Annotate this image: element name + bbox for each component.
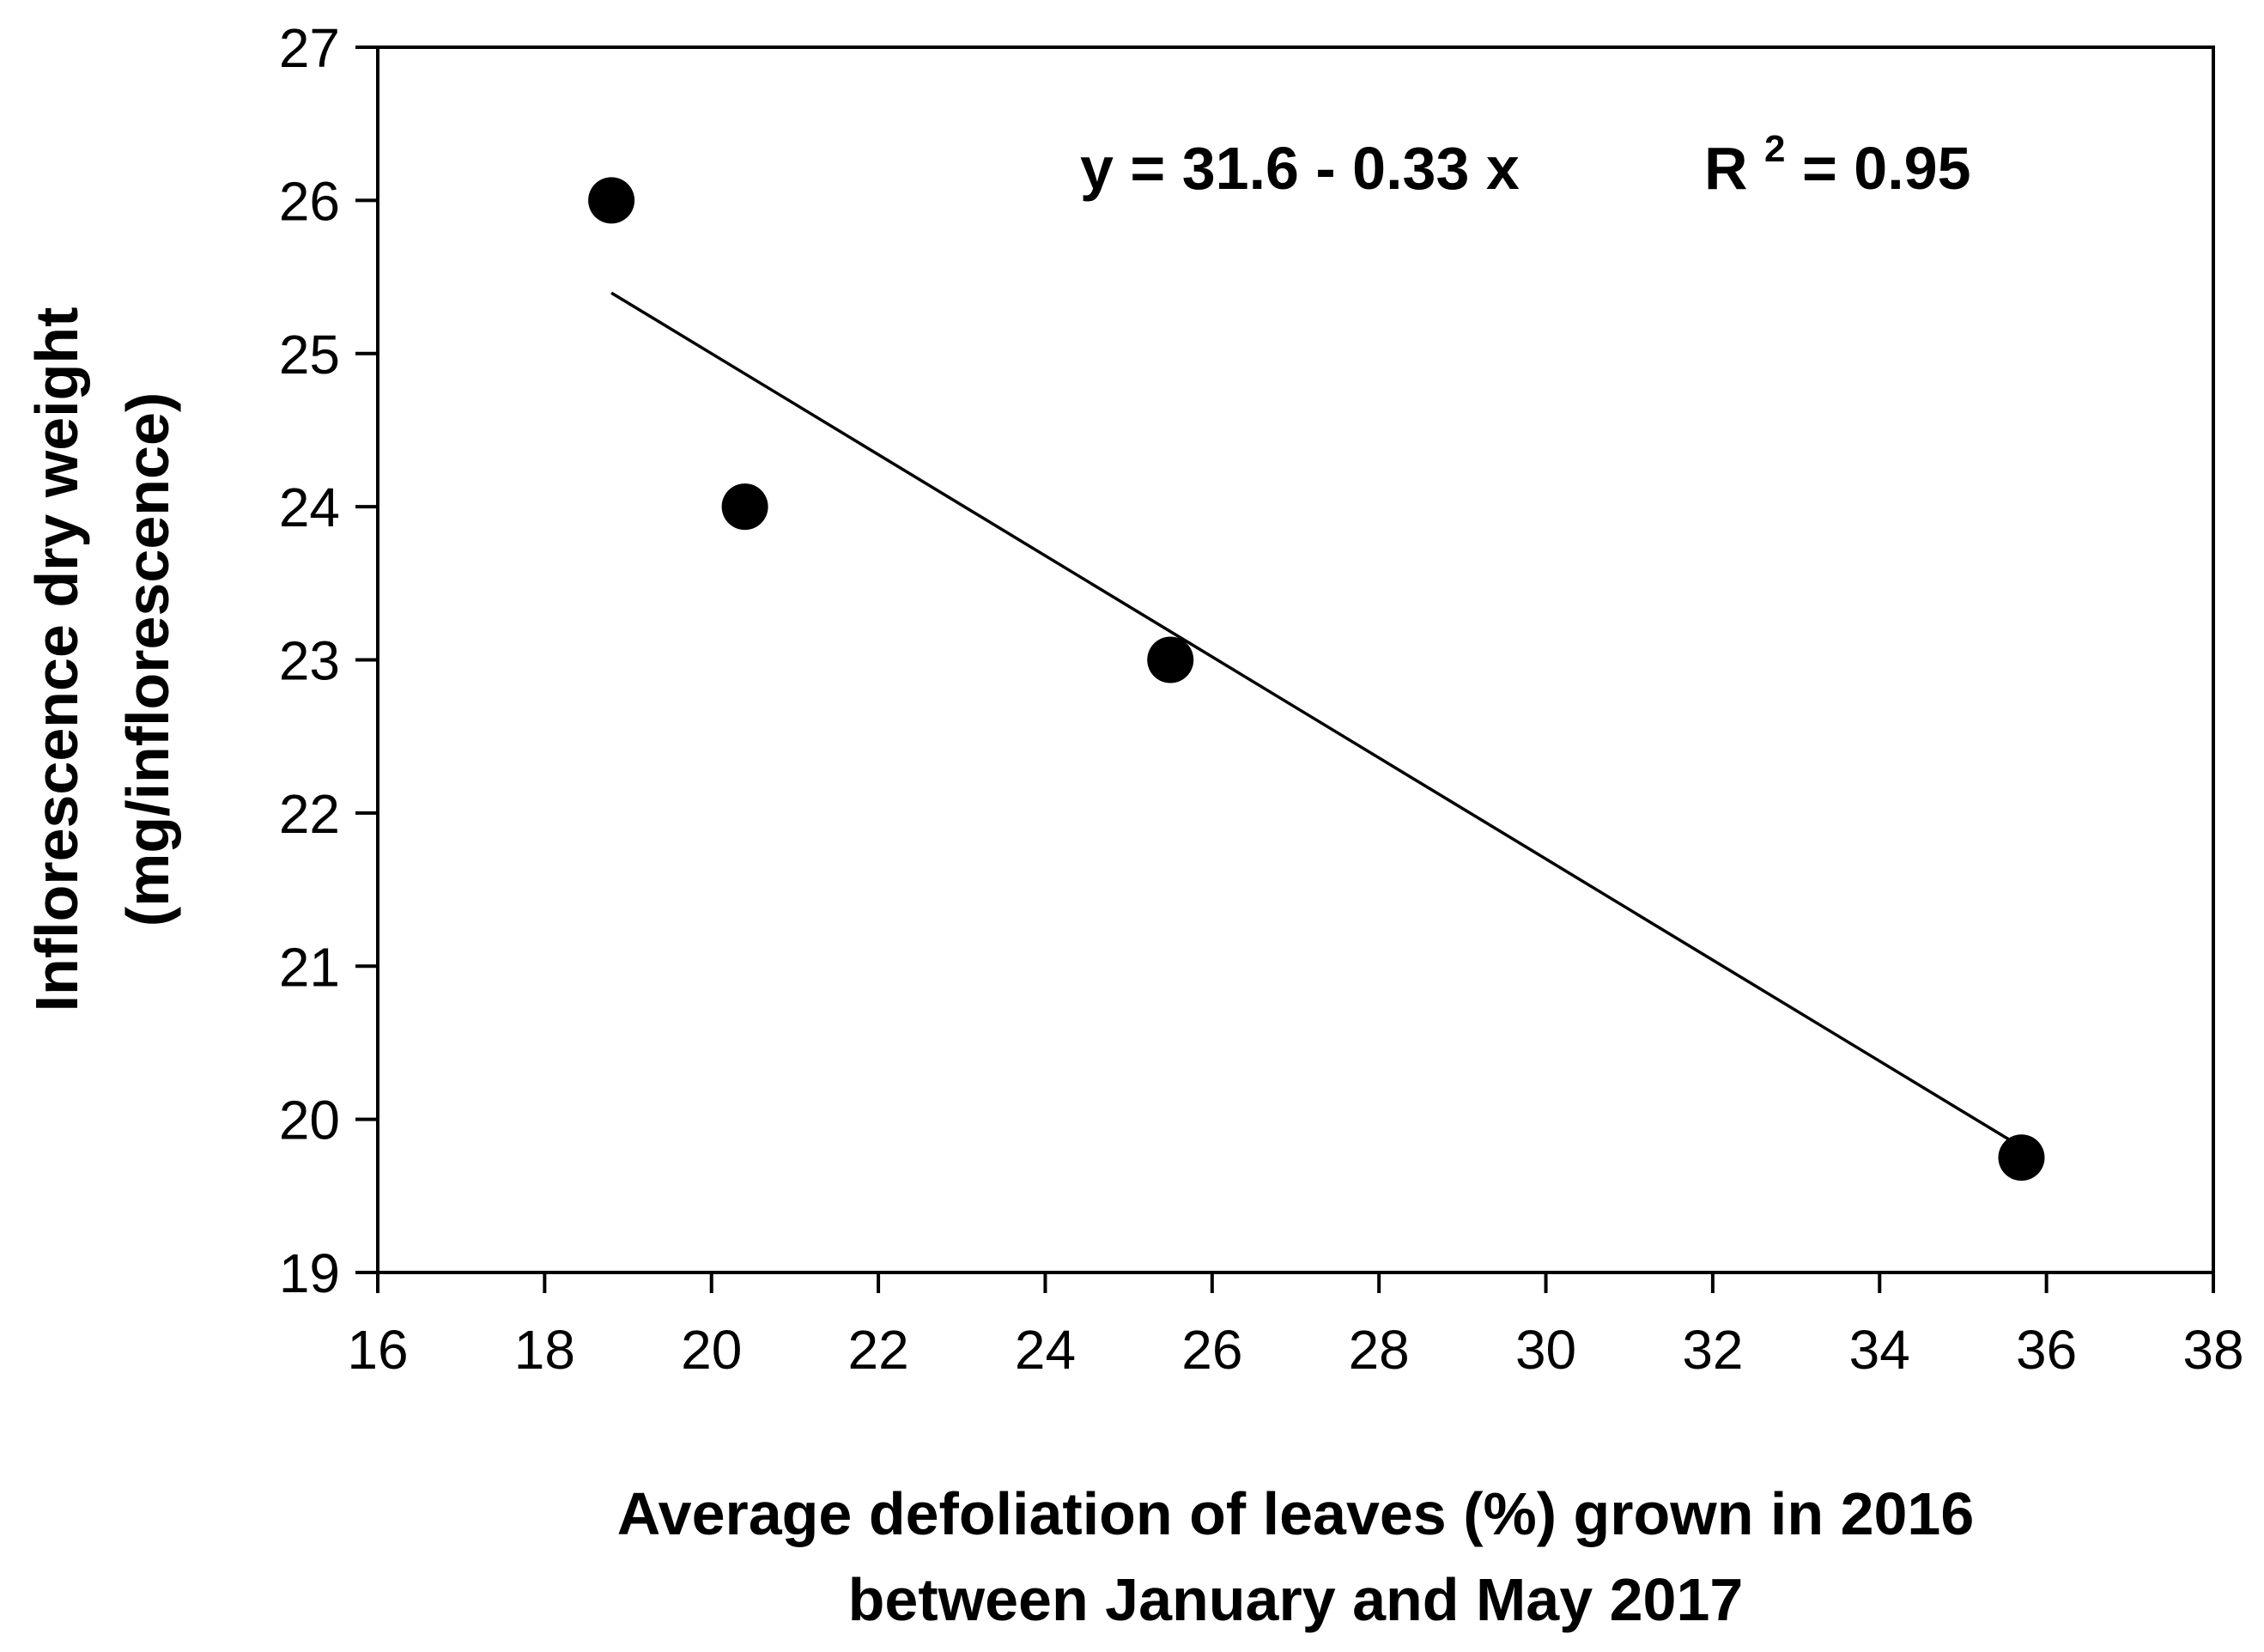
r-squared-prefix: R [1704,135,1748,202]
x-axis-title-line-1: Average defoliation of leaves (%) grown … [617,1480,1975,1547]
x-tick-label: 32 [1682,1319,1743,1381]
r-squared-superscript: 2 [1764,128,1785,170]
y-tick-label: 23 [279,630,340,692]
regression-equation: y = 31.6 - 0.33 x [1080,135,1520,202]
y-tick-label: 22 [279,783,340,845]
r-squared-label: R 2 = 0.95 [1704,107,1971,202]
x-axis-ticks: 16 18 20 22 24 26 28 30 32 34 36 38 [347,1272,2244,1381]
y-tick-label: 24 [279,477,340,538]
x-tick-label: 20 [681,1319,742,1381]
data-point [1147,636,1194,683]
data-points [588,177,2045,1181]
y-tick-label: 26 [279,170,340,232]
x-tick-label: 36 [2016,1319,2077,1381]
data-point [721,483,768,531]
x-tick-label: 30 [1515,1319,1576,1381]
r-squared-value: = 0.95 [1802,135,1971,202]
y-tick-label: 19 [279,1242,340,1304]
y-tick-label: 21 [279,936,340,998]
data-point [1998,1134,2045,1181]
y-axis-ticks: 19 20 21 22 23 24 25 26 27 [279,17,378,1304]
y-tick-label: 27 [279,17,340,79]
x-tick-label: 38 [2182,1319,2243,1381]
x-tick-label: 26 [1181,1319,1242,1381]
data-point [588,177,635,224]
y-axis-title-line-1: Inflorescence dry weight [23,307,90,1012]
y-tick-label: 20 [279,1090,340,1151]
x-tick-label: 28 [1349,1319,1410,1381]
x-tick-label: 24 [1015,1319,1076,1381]
x-tick-label: 16 [347,1319,408,1381]
x-axis-title-line-2: between January and May 2017 [848,1566,1744,1633]
x-tick-label: 34 [1849,1319,1910,1381]
x-tick-label: 22 [847,1319,908,1381]
y-tick-label: 25 [279,324,340,386]
regression-line [610,291,2023,1149]
x-tick-label: 18 [514,1319,575,1381]
y-axis-title-line-2: (mg/inflorescence) [114,392,181,926]
plot-frame [376,46,2215,1274]
